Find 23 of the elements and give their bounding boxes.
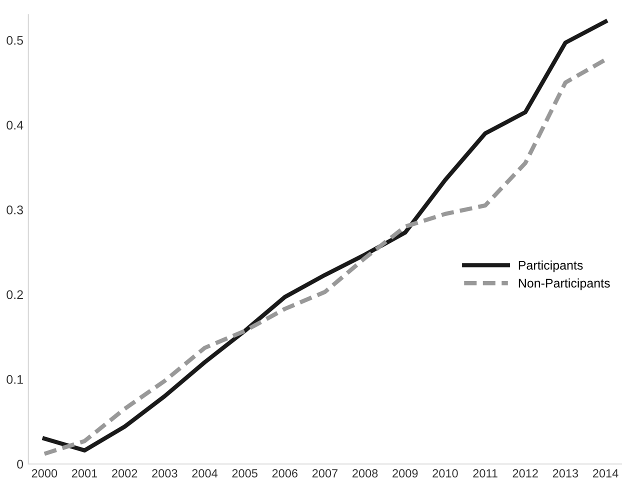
legend-label: Non-Participants [518,278,610,290]
x-tick-label: 2003 [152,469,178,478]
y-tick-label: 0 [17,460,24,469]
x-tick-label: 2000 [32,469,58,478]
x-tick-label: 2012 [512,469,538,478]
y-tick-label: 0.1 [6,375,23,384]
y-tick-label: 0.2 [6,290,23,300]
x-tick-label: 2014 [592,469,618,478]
x-tick-label: 2011 [473,469,498,478]
x-tick-label: 2008 [352,469,378,478]
x-tick-label: 2002 [112,469,138,478]
legend-label: Participants [518,260,583,272]
x-tick-label: 2009 [392,469,418,478]
x-tick-label: 2001 [72,469,98,478]
x-tick-label: 2010 [432,469,458,478]
x-tick-label: 2006 [272,469,298,478]
y-tick-label: 0.4 [6,120,24,130]
x-tick-label: 2007 [312,469,338,478]
y-tick-label: 0.5 [6,36,24,45]
x-tick-label: 2004 [192,469,218,478]
y-tick-label: 0.3 [6,205,23,214]
x-tick-label: 2005 [232,469,258,478]
x-tick-label: 2013 [552,469,578,478]
